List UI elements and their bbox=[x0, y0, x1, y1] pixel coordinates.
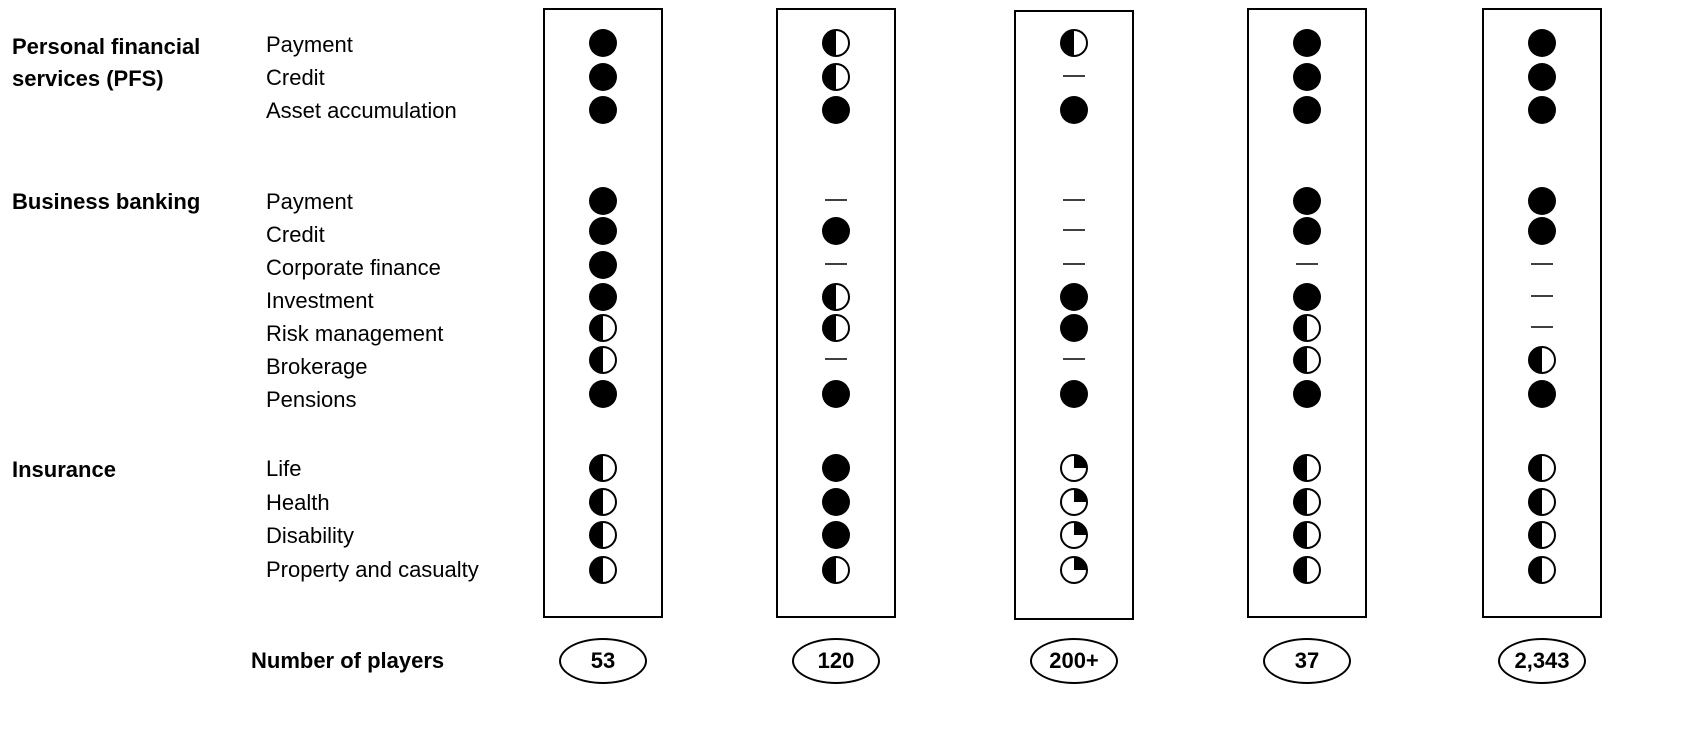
item-label-ins-property-casualty: Property and casualty bbox=[266, 557, 479, 582]
mark-c2-r13-full bbox=[822, 521, 850, 549]
mark-c2-r3-full bbox=[822, 96, 850, 124]
mark-c3-r8-full bbox=[1060, 314, 1088, 342]
item-label-bb-corporate-finance: Corporate finance bbox=[266, 255, 441, 280]
mark-c1-r3-full bbox=[589, 96, 617, 124]
mark-c2-r1-half bbox=[822, 29, 850, 57]
mark-c2-r8-half bbox=[822, 314, 850, 342]
mark-c1-r2-full bbox=[589, 63, 617, 91]
mark-c1-r5-full bbox=[589, 217, 617, 245]
mark-c1-r13-half bbox=[589, 521, 617, 549]
mark-c1-r6-full bbox=[589, 251, 617, 279]
mark-c1-r1-full bbox=[589, 29, 617, 57]
item-label-ins-health: Health bbox=[266, 490, 330, 515]
mark-c5-r13-half bbox=[1528, 521, 1556, 549]
item-label-bb-payment: Payment bbox=[266, 189, 353, 214]
group-label-business-banking: Business banking bbox=[12, 189, 201, 214]
mark-c5-r3-full bbox=[1528, 96, 1556, 124]
mark-c5-r12-half bbox=[1528, 488, 1556, 516]
mark-c1-r12-half bbox=[589, 488, 617, 516]
mark-c3-r7-full bbox=[1060, 283, 1088, 311]
mark-c2-r7-half bbox=[822, 283, 850, 311]
mark-c5-r1-full bbox=[1528, 29, 1556, 57]
item-label-bb-credit: Credit bbox=[266, 222, 325, 247]
item-label-bb-investment: Investment bbox=[266, 288, 374, 313]
column-box-1 bbox=[543, 8, 663, 618]
mark-c4-r1-full bbox=[1293, 29, 1321, 57]
mark-c2-r2-half bbox=[822, 63, 850, 91]
mark-c5-r14-half bbox=[1528, 556, 1556, 584]
mark-c3-r11-quarter bbox=[1060, 454, 1088, 482]
item-label-bb-risk-management: Risk management bbox=[266, 321, 444, 346]
group-label-pfs: Personal financial services (PFS) bbox=[12, 34, 201, 91]
item-label-bb-pensions: Pensions bbox=[266, 387, 357, 412]
item-label-pfs-asset-accumulation: Asset accumulation bbox=[266, 98, 457, 123]
mark-c4-r10-full bbox=[1293, 380, 1321, 408]
mark-c5-r11-half bbox=[1528, 454, 1556, 482]
item-label-pfs-payment: Payment bbox=[266, 32, 353, 57]
mark-c4-r2-full bbox=[1293, 63, 1321, 91]
players-label: Number of players bbox=[251, 648, 445, 673]
players-count-3: 200+ bbox=[1030, 638, 1118, 684]
mark-c5-r2-full bbox=[1528, 63, 1556, 91]
mark-c3-r13-quarter bbox=[1060, 521, 1088, 549]
mark-c2-r5-full bbox=[822, 217, 850, 245]
mark-c1-r11-half bbox=[589, 454, 617, 482]
mark-c4-r3-full bbox=[1293, 96, 1321, 124]
mark-c1-r9-half bbox=[589, 346, 617, 374]
mark-c2-r12-full bbox=[822, 488, 850, 516]
mark-c5-r9-half bbox=[1528, 346, 1556, 374]
mark-c1-r7-full bbox=[589, 283, 617, 311]
mark-c4-r14-half bbox=[1293, 556, 1321, 584]
mark-c3-r1-half bbox=[1060, 29, 1088, 57]
item-label-bb-brokerage: Brokerage bbox=[266, 354, 368, 379]
mark-c1-r4-full bbox=[589, 187, 617, 215]
mark-c4-r11-half bbox=[1293, 454, 1321, 482]
players-count-4: 37 bbox=[1263, 638, 1351, 684]
mark-c4-r9-half bbox=[1293, 346, 1321, 374]
mark-c4-r4-full bbox=[1293, 187, 1321, 215]
mark-c4-r12-half bbox=[1293, 488, 1321, 516]
mark-c4-r13-half bbox=[1293, 521, 1321, 549]
mark-c1-r8-half bbox=[589, 314, 617, 342]
mark-c4-r5-full bbox=[1293, 217, 1321, 245]
mark-c3-r12-quarter bbox=[1060, 488, 1088, 516]
mark-c5-r10-full bbox=[1528, 380, 1556, 408]
mark-c1-r14-half bbox=[589, 556, 617, 584]
mark-c3-r3-full bbox=[1060, 96, 1088, 124]
mark-c2-r11-full bbox=[822, 454, 850, 482]
mark-c4-r7-full bbox=[1293, 283, 1321, 311]
group-label-insurance: Insurance bbox=[12, 457, 116, 482]
players-count-2: 120 bbox=[792, 638, 880, 684]
players-count-5: 2,343 bbox=[1498, 638, 1586, 684]
item-label-ins-life: Life bbox=[266, 456, 302, 481]
mark-c4-r8-half bbox=[1293, 314, 1321, 342]
item-label-pfs-credit: Credit bbox=[266, 65, 325, 90]
mark-c2-r10-full bbox=[822, 380, 850, 408]
mark-c3-r10-full bbox=[1060, 380, 1088, 408]
players-count-1: 53 bbox=[559, 638, 647, 684]
mark-c2-r14-half bbox=[822, 556, 850, 584]
mark-c5-r5-full bbox=[1528, 217, 1556, 245]
mark-c5-r4-full bbox=[1528, 187, 1556, 215]
mark-c1-r10-full bbox=[589, 380, 617, 408]
mark-c3-r14-quarter bbox=[1060, 556, 1088, 584]
item-label-ins-disability: Disability bbox=[266, 523, 355, 548]
